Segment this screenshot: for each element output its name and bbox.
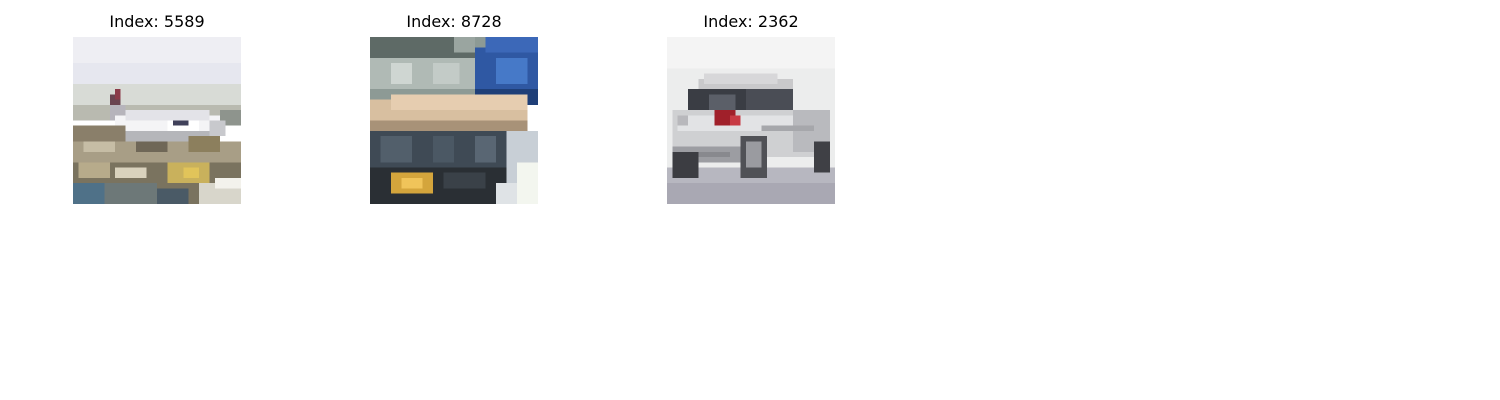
truck-image: [370, 37, 538, 204]
image-tile: Index: 5589: [73, 10, 241, 204]
car-image: [667, 37, 835, 204]
image-tile: Index: 2362: [667, 10, 835, 204]
tile-title: Index: 5589: [109, 12, 205, 31]
image-tile: Index: 8728: [370, 10, 538, 204]
tile-title: Index: 2362: [703, 12, 799, 31]
airplane-image: [73, 37, 241, 204]
tile-title: Index: 8728: [406, 12, 502, 31]
